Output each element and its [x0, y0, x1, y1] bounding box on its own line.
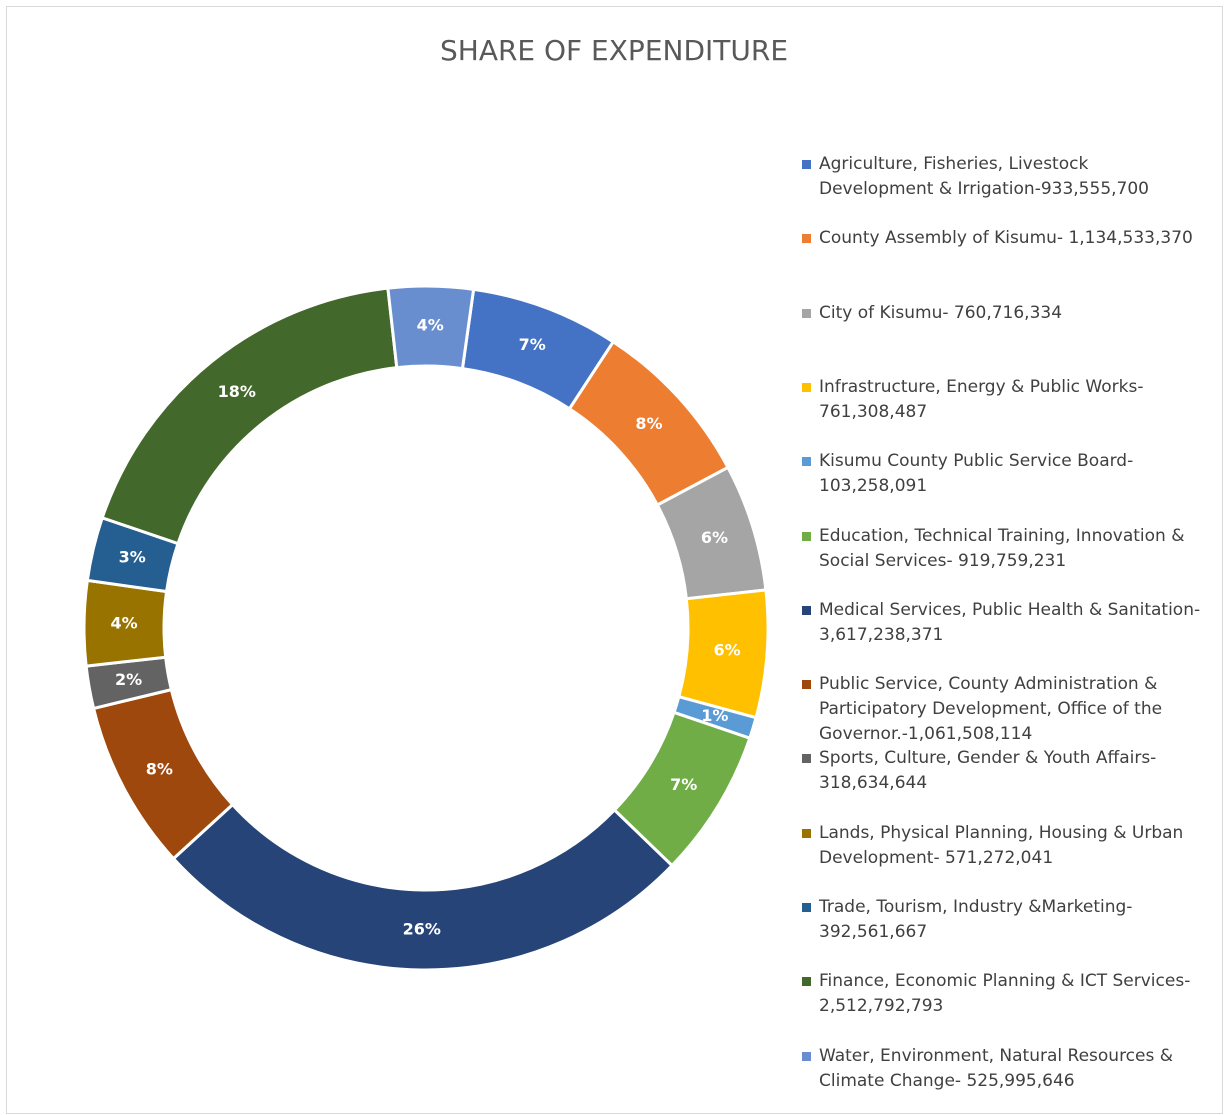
legend-key: [802, 903, 811, 912]
slice: [100, 286, 399, 546]
legend-entry: Kisumu County Public Service Board- 103,…: [800, 449, 1205, 499]
legend-entry: Infrastructure, Energy & Public Works- 7…: [800, 375, 1205, 425]
legend-key: [802, 308, 811, 318]
legend-key: [802, 828, 811, 838]
legend-key: [802, 382, 811, 392]
slice: [386, 284, 476, 371]
legend-label: Finance, Economic Planning & ICT Service…: [819, 971, 1191, 1017]
data-label: 1%: [701, 706, 728, 725]
legend-key: [802, 160, 811, 169]
legend-label: Agriculture, Fisheries, Livestock Develo…: [819, 154, 1149, 199]
legend-label: Water, Environment, Natural Resources & …: [819, 1045, 1174, 1091]
legend-key: [802, 680, 811, 690]
legend-label: Public Service, County Administration & …: [819, 674, 1163, 745]
legend-key: [802, 457, 811, 467]
legend-entry: City of Kisumu- 760,716,334: [800, 301, 1205, 326]
data-label: 2%: [115, 670, 142, 689]
chart-border: [6, 6, 1223, 1114]
data-label: 4%: [110, 613, 137, 632]
data-label: 7%: [670, 775, 697, 794]
data-label: 7%: [519, 335, 546, 354]
legend-entry: Water, Environment, Natural Resources & …: [800, 1044, 1205, 1094]
legend-key: [802, 977, 811, 987]
legend-label: Sports, Culture, Gender & Youth Affairs-…: [819, 748, 1157, 794]
legend-key: [802, 754, 811, 764]
legend-entry: Lands, Physical Planning, Housing & Urba…: [800, 821, 1205, 871]
data-label: 18%: [218, 382, 256, 401]
data-label: 3%: [119, 548, 146, 567]
legend-entry: Finance, Economic Planning & ICT Service…: [800, 969, 1205, 1019]
legend-label: Trade, Tourism, Industry &Marketing- 392…: [819, 897, 1133, 942]
legend-label: Lands, Physical Planning, Housing & Urba…: [819, 822, 1184, 868]
legend-label: Medical Services, Public Health & Sanita…: [819, 599, 1201, 645]
data-label: 6%: [714, 641, 741, 660]
legend-label: Education, Technical Training, Innovatio…: [819, 525, 1185, 571]
legend-label: Infrastructure, Energy & Public Works- 7…: [819, 376, 1144, 422]
legend-entry: Trade, Tourism, Industry &Marketing- 392…: [800, 895, 1205, 945]
data-label: 8%: [146, 759, 173, 778]
data-label: 26%: [403, 919, 441, 938]
legend-key: [802, 605, 811, 615]
chart-title: SHARE OF EXPENDITURE: [440, 34, 788, 67]
legend-key: [802, 234, 811, 244]
legend-entry: Agriculture, Fisheries, Livestock Develo…: [800, 152, 1205, 202]
legend-label: Kisumu County Public Service Board- 103,…: [819, 451, 1134, 497]
data-label: 4%: [417, 316, 444, 335]
legend-label: City of Kisumu- 760,716,334: [819, 302, 1063, 323]
data-label: 8%: [635, 414, 662, 433]
legend-entry: County Assembly of Kisumu- 1,134,533,370: [800, 226, 1205, 251]
data-label: 6%: [701, 528, 728, 547]
slice: [171, 802, 675, 972]
legend-entry: Education, Technical Training, Innovatio…: [800, 524, 1205, 574]
legend-label: County Assembly of Kisumu- 1,134,533,370: [819, 228, 1193, 249]
legend-key: [802, 1051, 811, 1061]
legend-key: [802, 531, 811, 541]
legend-entry: Medical Services, Public Health & Sanita…: [800, 598, 1205, 648]
legend-entry: Sports, Culture, Gender & Youth Affairs-…: [800, 746, 1205, 796]
legend-entry: Public Service, County Administration & …: [800, 672, 1205, 747]
